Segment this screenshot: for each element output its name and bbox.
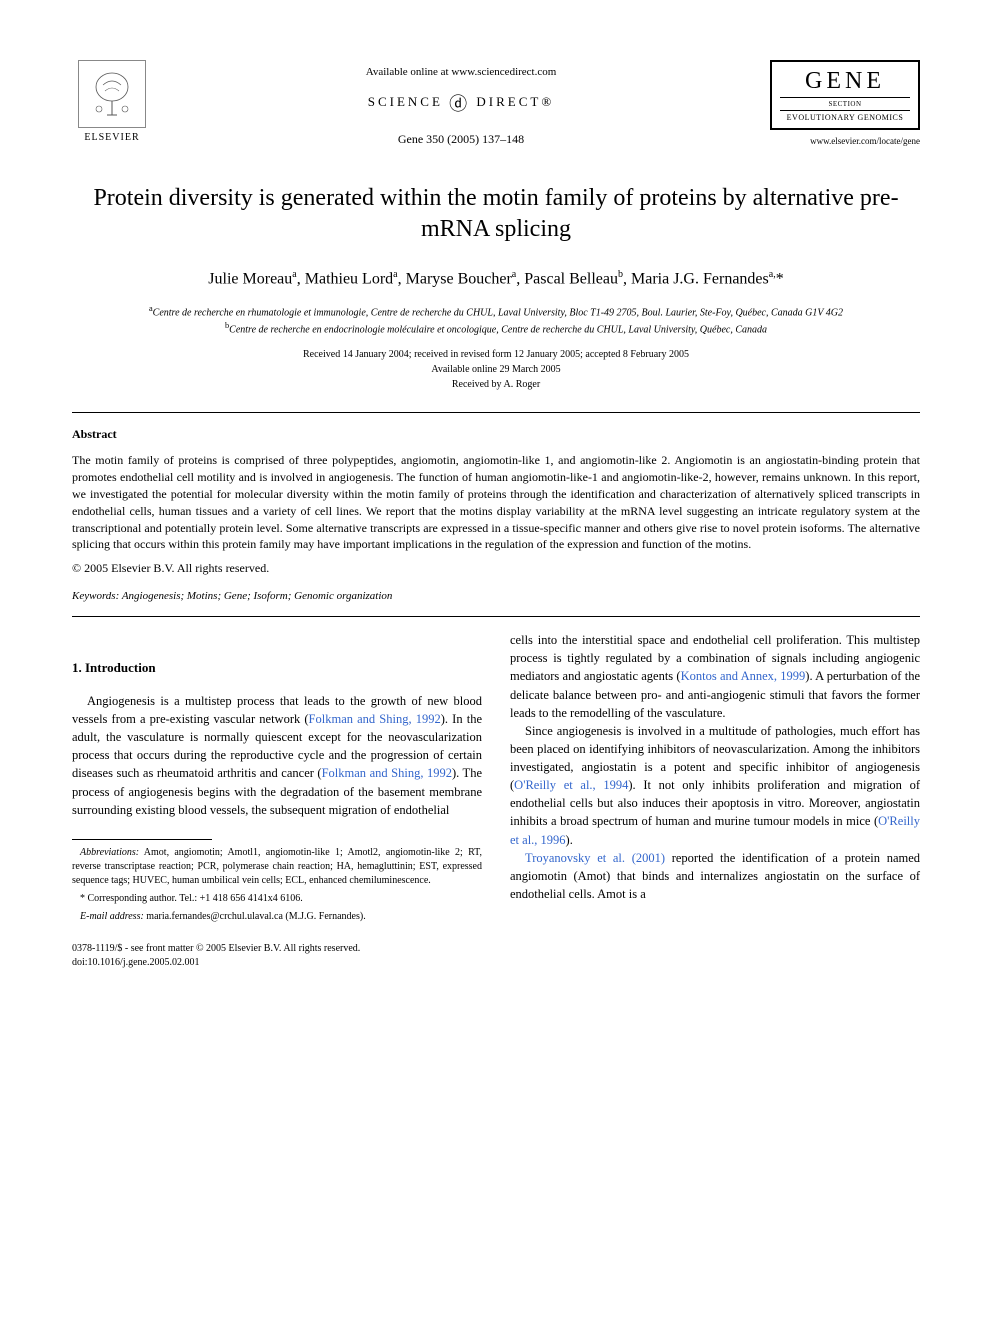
received-by-line: Received by A. Roger bbox=[72, 377, 920, 392]
abbreviations-footnote: Abbreviations: Amot, angiomotin; Amotl1,… bbox=[72, 846, 482, 888]
article-dates: Received 14 January 2004; received in re… bbox=[72, 347, 920, 392]
issn-line: 0378-1119/$ - see front matter © 2005 El… bbox=[72, 942, 482, 956]
gene-box: GENE SECTION EVOLUTIONARY GENOMICS bbox=[770, 60, 920, 130]
column-left: 1. Introduction Angiogenesis is a multis… bbox=[72, 631, 482, 970]
abstract-label: Abstract bbox=[72, 427, 920, 442]
abstract-body: The motin family of proteins is comprise… bbox=[72, 452, 920, 553]
email-footnote: E-mail address: maria.fernandes@crchul.u… bbox=[72, 910, 482, 924]
ref-oreilly-1994[interactable]: O'Reilly et al., 1994 bbox=[514, 778, 628, 792]
doi-line: doi:10.1016/j.gene.2005.02.001 bbox=[72, 956, 482, 970]
elsevier-label: ELSEVIER bbox=[72, 132, 152, 143]
corresponding-footnote: * Corresponding author. Tel.: +1 418 656… bbox=[72, 892, 482, 906]
column-right: cells into the interstitial space and en… bbox=[510, 631, 920, 970]
keywords-list: Angiogenesis; Motins; Gene; Isoform; Gen… bbox=[122, 590, 393, 602]
received-line: Received 14 January 2004; received in re… bbox=[72, 347, 920, 362]
keywords-label: Keywords: bbox=[72, 590, 119, 602]
article-title: Protein diversity is generated within th… bbox=[72, 183, 920, 245]
keywords-line: Keywords: Angiogenesis; Motins; Gene; Is… bbox=[72, 590, 920, 602]
header-row: ELSEVIER Available online at www.science… bbox=[72, 60, 920, 147]
header-center: Available online at www.sciencedirect.co… bbox=[152, 60, 770, 147]
intro-para-4: Troyanovsky et al. (2001) reported the i… bbox=[510, 849, 920, 903]
affiliations: aCentre de recherche en rhumatologie et … bbox=[72, 303, 920, 338]
divider-top bbox=[72, 412, 920, 413]
footnote-rule bbox=[72, 839, 212, 840]
ref-kontos[interactable]: Kontos and Annex, 1999 bbox=[681, 669, 806, 683]
journal-url: www.elsevier.com/locate/gene bbox=[770, 136, 920, 146]
ref-troyanovsky[interactable]: Troyanovsky et al. (2001) bbox=[525, 851, 665, 865]
citation-line: Gene 350 (2005) 137–148 bbox=[152, 132, 770, 147]
journal-logo-block: GENE SECTION EVOLUTIONARY GENOMICS www.e… bbox=[770, 60, 920, 146]
bottom-meta: 0378-1119/$ - see front matter © 2005 El… bbox=[72, 942, 482, 970]
footnotes: Abbreviations: Amot, angiomotin; Amotl1,… bbox=[72, 846, 482, 924]
authors-line: Julie Moreaua, Mathieu Lorda, Maryse Bou… bbox=[72, 269, 920, 288]
affiliation-a: aCentre de recherche en rhumatologie et … bbox=[72, 303, 920, 320]
sciencedirect-right: DIRECT® bbox=[476, 94, 554, 109]
section-1-title: 1. Introduction bbox=[72, 659, 482, 678]
ref-folkman-1[interactable]: Folkman and Shing, 1992 bbox=[309, 712, 441, 726]
abstract-copyright: © 2005 Elsevier B.V. All rights reserved… bbox=[72, 561, 920, 576]
body-columns: 1. Introduction Angiogenesis is a multis… bbox=[72, 631, 920, 970]
gene-section: SECTION bbox=[780, 100, 910, 111]
intro-para-1: Angiogenesis is a multistep process that… bbox=[72, 692, 482, 819]
available-line: Available online 29 March 2005 bbox=[72, 362, 920, 377]
sciencedirect-logo: SCIENCE ⓓ DIRECT® bbox=[152, 90, 770, 116]
divider-bottom bbox=[72, 616, 920, 617]
available-online-text: Available online at www.sciencedirect.co… bbox=[152, 66, 770, 78]
ref-folkman-2[interactable]: Folkman and Shing, 1992 bbox=[322, 766, 452, 780]
affiliation-b: bCentre de recherche en endocrinologie m… bbox=[72, 320, 920, 337]
elsevier-tree-icon bbox=[78, 60, 146, 128]
elsevier-logo-block: ELSEVIER bbox=[72, 60, 152, 143]
gene-subtitle: EVOLUTIONARY GENOMICS bbox=[780, 113, 910, 122]
gene-title: GENE bbox=[780, 68, 910, 98]
sciencedirect-left: SCIENCE bbox=[368, 94, 443, 109]
intro-para-3: Since angiogenesis is involved in a mult… bbox=[510, 722, 920, 849]
sciencedirect-d-icon: ⓓ bbox=[449, 94, 470, 114]
intro-para-2: cells into the interstitial space and en… bbox=[510, 631, 920, 722]
